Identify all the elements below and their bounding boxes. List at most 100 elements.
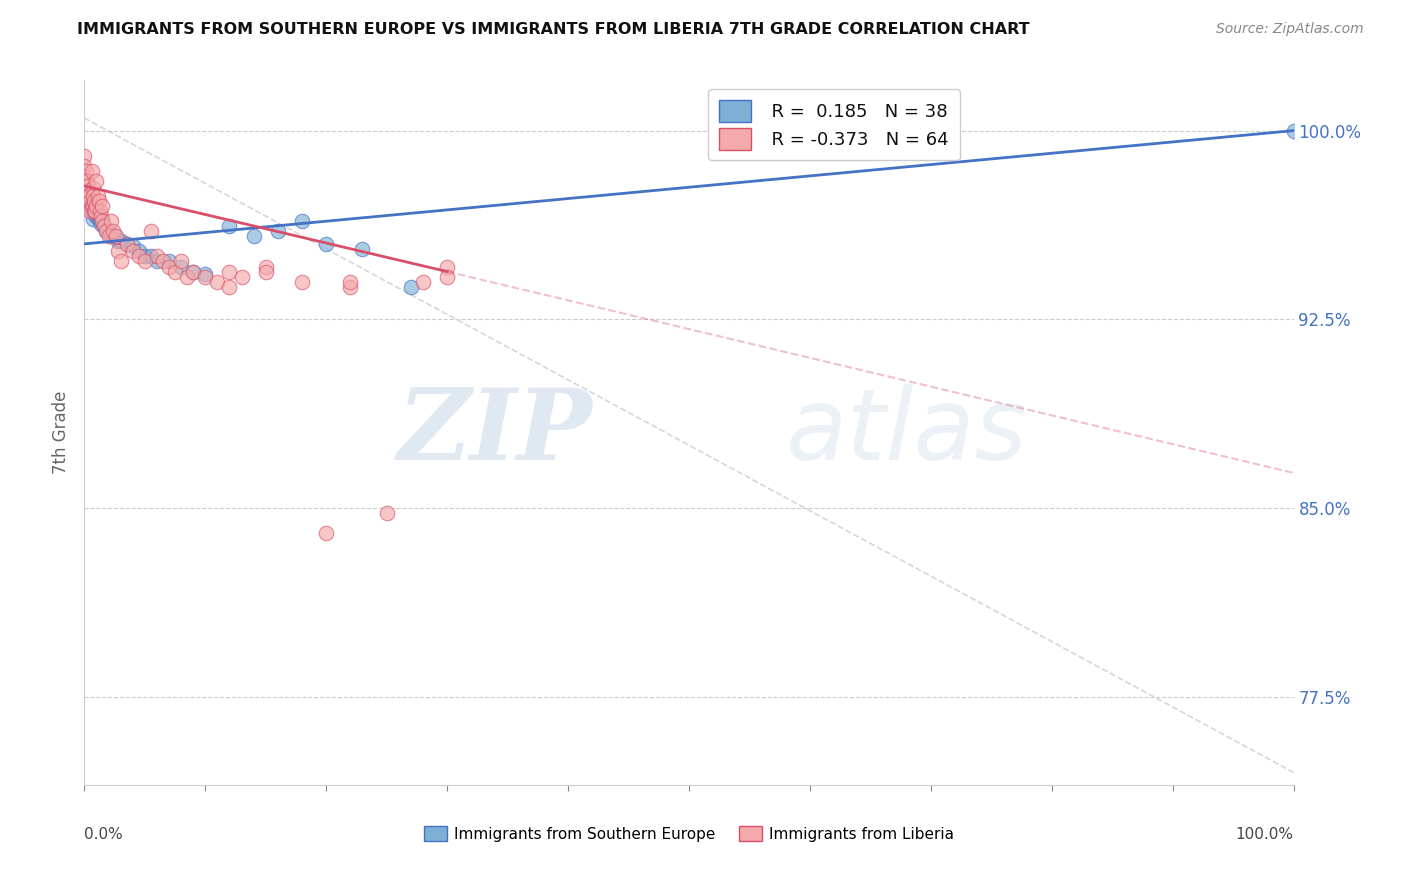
Point: [79, 199, 101, 213]
Point: [93, 219, 115, 234]
Point: [152, 254, 174, 268]
Point: [157, 254, 180, 268]
Point: [115, 236, 138, 251]
Point: [83, 204, 105, 219]
Point: [181, 264, 204, 278]
Point: [194, 267, 217, 281]
Point: [77, 179, 100, 194]
Point: [90, 209, 112, 223]
Point: [218, 279, 240, 293]
Point: [75, 174, 97, 188]
Point: [97, 224, 120, 238]
Point: [315, 526, 337, 541]
Point: [93, 219, 115, 234]
Point: [77, 199, 100, 213]
Point: [103, 224, 125, 238]
Point: [84, 207, 107, 221]
Point: [91, 211, 114, 226]
Point: [107, 235, 129, 249]
Point: [146, 250, 169, 264]
Point: [170, 254, 193, 268]
Point: [291, 275, 314, 289]
Point: [86, 174, 108, 188]
Point: [254, 260, 277, 274]
Text: Source: ZipAtlas.com: Source: ZipAtlas.com: [1216, 22, 1364, 37]
Text: 100.0%: 100.0%: [1236, 827, 1294, 842]
Point: [83, 194, 105, 208]
Point: [157, 260, 180, 274]
Point: [73, 186, 96, 201]
Point: [267, 224, 290, 238]
Point: [339, 275, 361, 289]
Point: [80, 164, 103, 178]
Point: [80, 204, 103, 219]
Text: ZIP: ZIP: [398, 384, 592, 481]
Point: [121, 239, 143, 253]
Point: [128, 244, 150, 259]
Point: [80, 199, 103, 213]
Point: [399, 279, 422, 293]
Point: [128, 250, 150, 264]
Point: [218, 219, 240, 234]
Point: [1282, 123, 1305, 137]
Point: [73, 149, 96, 163]
Point: [231, 269, 253, 284]
Text: 0.0%: 0.0%: [84, 827, 124, 842]
Point: [73, 199, 96, 213]
Point: [412, 275, 434, 289]
Point: [436, 269, 458, 284]
Point: [110, 235, 132, 249]
Point: [139, 250, 162, 264]
Point: [139, 224, 162, 238]
Point: [315, 236, 337, 251]
Point: [134, 250, 156, 264]
Point: [436, 260, 458, 274]
Point: [76, 184, 98, 198]
Point: [94, 224, 117, 238]
Point: [86, 209, 108, 223]
Point: [77, 189, 100, 203]
Point: [77, 189, 100, 203]
Point: [121, 244, 143, 259]
Point: [84, 204, 107, 219]
Point: [218, 264, 240, 278]
Point: [339, 279, 361, 293]
Point: [242, 229, 264, 244]
Point: [73, 159, 96, 173]
Point: [165, 264, 187, 278]
Point: [90, 217, 112, 231]
Text: IMMIGRANTS FROM SOUTHERN EUROPE VS IMMIGRANTS FROM LIBERIA 7TH GRADE CORRELATION: IMMIGRANTS FROM SOUTHERN EUROPE VS IMMIG…: [77, 22, 1031, 37]
Point: [82, 181, 104, 195]
Point: [107, 244, 129, 259]
Point: [115, 236, 138, 251]
Point: [100, 214, 122, 228]
Point: [104, 229, 127, 244]
Point: [79, 194, 101, 208]
Point: [254, 264, 277, 278]
Legend: Immigrants from Southern Europe, Immigrants from Liberia: Immigrants from Southern Europe, Immigra…: [418, 820, 960, 847]
Point: [89, 214, 111, 228]
Point: [110, 254, 132, 268]
Point: [170, 260, 193, 274]
Point: [89, 204, 111, 219]
Point: [194, 269, 217, 284]
Point: [77, 194, 100, 208]
Y-axis label: 7th Grade: 7th Grade: [52, 391, 70, 475]
Point: [91, 214, 114, 228]
Point: [207, 275, 229, 289]
Point: [375, 506, 398, 520]
Point: [97, 229, 120, 244]
Point: [76, 174, 98, 188]
Point: [86, 199, 108, 213]
Point: [146, 254, 169, 268]
Point: [91, 199, 114, 213]
Point: [87, 194, 110, 208]
Point: [87, 211, 110, 226]
Point: [82, 189, 104, 203]
Point: [100, 229, 122, 244]
Point: [352, 242, 374, 256]
Point: [75, 164, 97, 178]
Point: [104, 229, 127, 244]
Text: atlas: atlas: [786, 384, 1028, 481]
Point: [73, 169, 96, 183]
